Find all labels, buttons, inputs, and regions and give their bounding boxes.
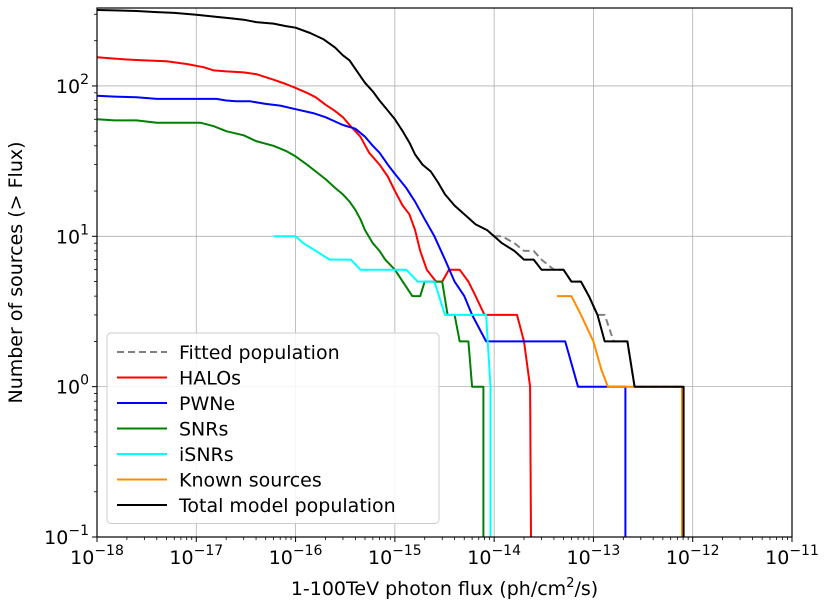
x-tick-label: 10−18	[70, 543, 124, 569]
x-tick-label: 10−11	[765, 543, 819, 569]
legend-label-fitted-population: Fitted population	[179, 342, 340, 364]
x-tick-label: 10−17	[169, 543, 223, 569]
series-lines	[96, 9, 685, 538]
y-tick-label: 101	[56, 222, 89, 248]
y-tick-label: 102	[56, 72, 89, 98]
x-axis-label: 1-100TeV photon flux (ph/cm2/s)	[291, 576, 598, 600]
x-tick-label: 10−14	[467, 543, 521, 569]
x-tick-label: 10−13	[567, 543, 621, 569]
legend-label-total-model-population: Total model population	[178, 495, 396, 517]
legend-label-snrs: SNRs	[179, 419, 228, 441]
y-tick-label: 100	[56, 373, 89, 399]
y-axis-label: Number of sources (> Flux)	[5, 141, 27, 403]
series-line-halos	[96, 56, 532, 538]
x-tick-label: 10−12	[666, 543, 720, 569]
legend: Fitted population HALOs PWNe SNRs iSNRs Known…	[106, 332, 440, 524]
x-tick-label: 10−15	[368, 543, 422, 569]
series-line-snrs	[96, 118, 485, 537]
x-axis-ticks: 10−18 10−17 10−16 10−15 10−14 10−13 10−12 10−11	[70, 537, 819, 569]
series-line-isnrs	[273, 235, 492, 537]
y-axis-ticks: 10−1 100 101 102	[44, 72, 97, 549]
series-line-pwne	[96, 94, 627, 537]
legend-label-halos: HALOs	[179, 368, 241, 390]
x-tick-label: 10−16	[269, 543, 323, 569]
series-line-known-sources	[557, 295, 683, 537]
series-line-total-model-population	[96, 9, 685, 537]
plot-frame	[96, 7, 793, 538]
legend-label-known-sources: Known sources	[179, 470, 322, 492]
y-tick-label: 10−1	[44, 523, 89, 549]
legend-label-pwne: PWNe	[179, 393, 235, 415]
legend-box	[106, 332, 440, 524]
legend-label-isnrs: iSNRs	[179, 444, 234, 466]
